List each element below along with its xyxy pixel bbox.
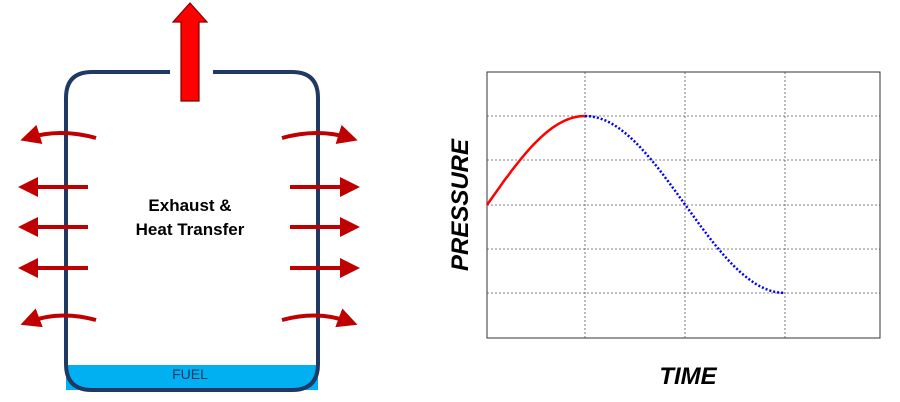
pressure-fall xyxy=(584,114,786,295)
tank-outline xyxy=(64,70,320,392)
heat-arrows xyxy=(18,124,360,328)
y-axis-label: PRESSURE xyxy=(447,138,474,271)
fuel-layer xyxy=(66,365,318,390)
exhaust-arrow xyxy=(171,2,209,102)
tank-label: Exhaust & xyxy=(148,196,231,215)
fuel-label: FUEL xyxy=(172,366,208,382)
x-axis-label: TIME xyxy=(659,363,717,390)
pressure-rise xyxy=(485,114,586,206)
tank-label: Heat Transfer xyxy=(136,220,245,239)
tank: FUEL Exhaust & Heat Transfer xyxy=(18,2,360,392)
pressure-plot: PRESSURE TIME xyxy=(447,71,881,390)
